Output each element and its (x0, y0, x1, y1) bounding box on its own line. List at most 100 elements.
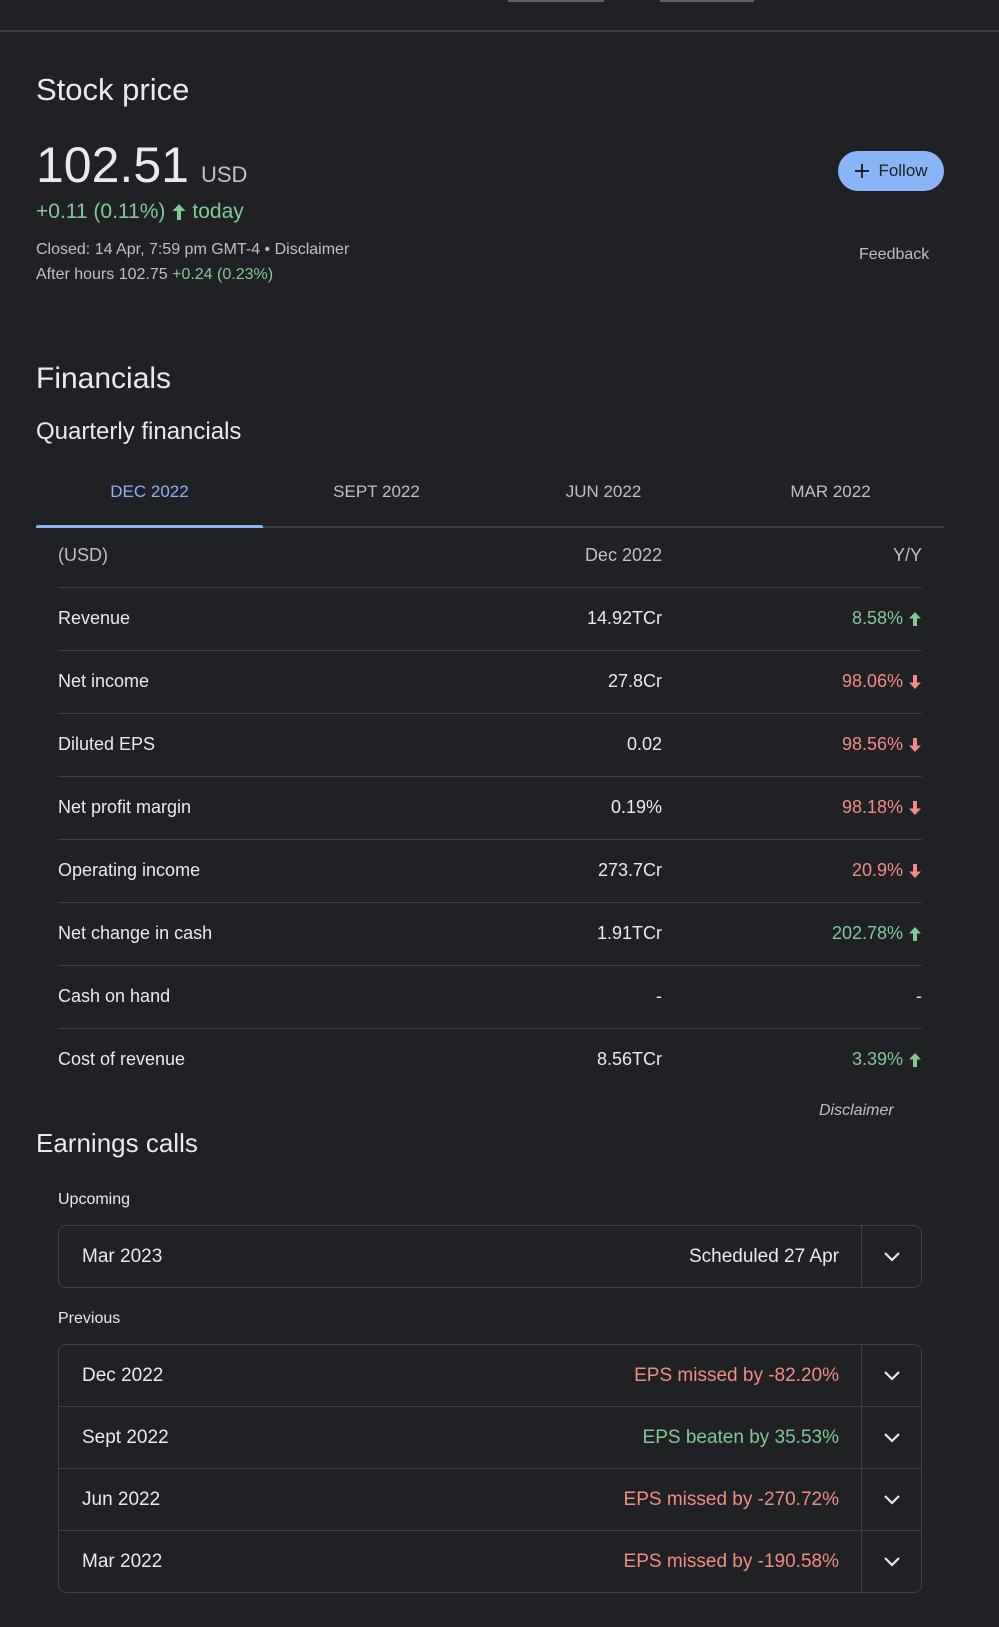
earnings-quarter: Jun 2022 (82, 1489, 161, 1510)
row-yy-value: - (916, 986, 922, 1006)
earnings-quarter: Mar 2023 (82, 1246, 163, 1267)
quarter-tabs: DEC 2022 SEPT 2022 JUN 2022 MAR 2022 (36, 460, 944, 528)
follow-label: Follow (878, 161, 928, 180)
table-row: Net profit margin 0.19% 98.18% (58, 777, 922, 840)
row-yy-change: 8.58% (852, 608, 922, 629)
row-yy-value: 20.9% (851, 860, 903, 880)
after-hours-label: After hours 102.75 (36, 266, 168, 283)
arrow-down-icon (909, 800, 921, 815)
earnings-row[interactable]: Dec 2022 EPS missed by -82.20% (59, 1345, 921, 1407)
stock-price-title: Stock price (36, 72, 190, 107)
earnings-row[interactable]: Sept 2022 EPS beaten by 35.53% (59, 1407, 921, 1469)
tab-mar-2022[interactable]: MAR 2022 (790, 482, 871, 501)
expand-button[interactable] (861, 1531, 921, 1592)
header-period: Dec 2022 (584, 545, 662, 565)
arrow-down-icon (909, 737, 921, 752)
row-label: Diluted EPS (58, 734, 156, 754)
price-currency: USD (200, 162, 248, 187)
earnings-status: EPS missed by -270.72% (623, 1489, 839, 1510)
table-row: Cash on hand - - (58, 966, 922, 1029)
row-value: 1.91TCr (596, 923, 662, 943)
row-label: Net change in cash (58, 923, 213, 943)
earnings-status: EPS missed by -82.20% (634, 1365, 839, 1386)
price-change-period: today (192, 200, 244, 223)
expand-button[interactable] (861, 1407, 921, 1468)
row-yy-value: 202.78% (831, 923, 903, 943)
chevron-down-icon (883, 1556, 900, 1567)
price-change: +0.11 (0.11%) today (36, 200, 244, 224)
row-label: Net income (58, 671, 150, 691)
row-yy-change: 3.39% (852, 1049, 922, 1070)
financials-title: Financials (36, 362, 172, 395)
price-block: 102.51 USD (36, 136, 247, 194)
top-tab-indicator-right (660, 0, 754, 2)
arrow-down-icon (909, 674, 921, 689)
row-value: 14.92TCr (586, 608, 662, 628)
financials-disclaimer[interactable]: Disclaimer (819, 1102, 894, 1119)
table-header: (USD) Dec 2022 Y/Y (58, 525, 922, 588)
earnings-row[interactable]: Jun 2022 EPS missed by -270.72% (59, 1469, 921, 1531)
after-hours: After hours 102.75 +0.24 (0.23%) (36, 266, 273, 284)
expand-button[interactable] (861, 1469, 921, 1530)
row-yy-change: - (916, 986, 922, 1007)
chevron-down-icon (883, 1251, 900, 1262)
row-label: Net profit margin (58, 797, 192, 817)
earnings-quarter: Mar 2022 (82, 1551, 163, 1572)
expand-button[interactable] (861, 1226, 921, 1287)
row-yy-value: 3.39% (851, 1049, 903, 1069)
arrow-up-icon (172, 204, 186, 220)
row-value: 8.56TCr (596, 1049, 662, 1069)
top-tab-indicator-left (508, 0, 604, 2)
earnings-row[interactable]: Mar 2022 EPS missed by -190.58% (59, 1531, 921, 1592)
row-label: Revenue (58, 608, 131, 628)
row-value: 0.02 (626, 734, 662, 754)
earnings-status: Scheduled 27 Apr (688, 1246, 839, 1267)
row-yy-value: 98.56% (841, 734, 903, 754)
tab-jun-2022[interactable]: JUN 2022 (565, 482, 642, 501)
after-hours-change: +0.24 (0.23%) (172, 266, 274, 283)
upcoming-card: Mar 2023 Scheduled 27 Apr (58, 1225, 922, 1288)
earnings-status: EPS beaten by 35.53% (642, 1427, 839, 1448)
row-yy-change: 202.78% (832, 923, 922, 944)
row-value: 273.7Cr (597, 860, 662, 880)
previous-label: Previous (58, 1310, 121, 1327)
upcoming-label: Upcoming (58, 1191, 131, 1208)
row-yy-value: 8.58% (851, 608, 903, 628)
header-yy: Y/Y (892, 545, 922, 565)
follow-button[interactable]: Follow (838, 151, 944, 191)
plus-icon (855, 164, 870, 178)
row-value: - (656, 986, 662, 1006)
row-value: 0.19% (610, 797, 662, 817)
tab-sept-2022[interactable]: SEPT 2022 (333, 482, 420, 501)
arrow-up-icon (909, 926, 921, 941)
table-row: Operating income 273.7Cr 20.9% (58, 840, 922, 903)
top-divider (0, 30, 999, 32)
row-yy-change: 20.9% (852, 860, 922, 881)
previous-card: Dec 2022 EPS missed by -82.20% Sept 2022 EP… (58, 1344, 922, 1593)
earnings-calls-title: Earnings calls (36, 1128, 198, 1158)
earnings-quarter: Sept 2022 (82, 1427, 169, 1448)
price-value: 102.51 (36, 137, 189, 193)
expand-button[interactable] (861, 1345, 921, 1406)
row-yy-value: 98.06% (841, 671, 903, 691)
row-yy-change: 98.18% (842, 797, 922, 818)
table-row: Net change in cash 1.91TCr 202.78% (58, 903, 922, 966)
earnings-row[interactable]: Mar 2023 Scheduled 27 Apr (59, 1226, 921, 1287)
earnings-status: EPS missed by -190.58% (623, 1551, 839, 1572)
row-label: Cash on hand (58, 986, 171, 1006)
feedback-link[interactable]: Feedback (859, 246, 930, 263)
arrow-up-icon (909, 611, 921, 626)
row-label: Cost of revenue (58, 1049, 186, 1069)
earnings-quarter: Dec 2022 (82, 1365, 164, 1386)
financials-table: (USD) Dec 2022 Y/Y Revenue 14.92TCr 8.58% N… (58, 525, 922, 1091)
header-currency: (USD) (58, 545, 108, 565)
chevron-down-icon (883, 1370, 900, 1381)
tab-dec-2022[interactable]: DEC 2022 (36, 460, 263, 528)
row-yy-change: 98.06% (842, 671, 922, 692)
closed-text: Closed: 14 Apr, 7:59 pm GMT-4 • Disclaim… (36, 241, 350, 258)
chevron-down-icon (883, 1494, 900, 1505)
row-yy-change: 98.56% (842, 734, 922, 755)
table-row: Diluted EPS 0.02 98.56% (58, 714, 922, 777)
chevron-down-icon (883, 1432, 900, 1443)
quarterly-financials-title: Quarterly financials (36, 418, 242, 445)
